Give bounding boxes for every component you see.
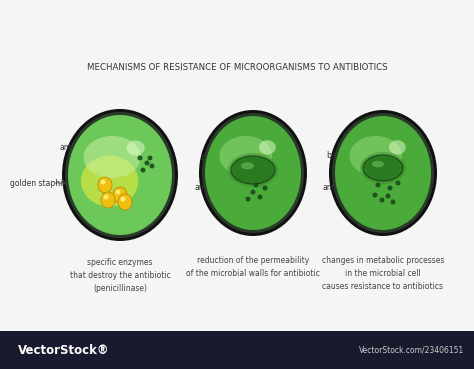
Ellipse shape [120, 197, 126, 201]
Ellipse shape [68, 115, 172, 235]
Ellipse shape [349, 136, 402, 176]
Ellipse shape [205, 116, 301, 230]
Text: VectorStock.com/23406151: VectorStock.com/23406151 [359, 345, 464, 355]
Ellipse shape [145, 161, 149, 166]
Text: reduction of the permeability
of the microbial walls for antibiotic: reduction of the permeability of the mic… [186, 256, 320, 278]
Ellipse shape [250, 190, 255, 194]
Ellipse shape [118, 194, 132, 210]
Text: MECHANISMS OF RESISTANCE OF MICROORGANISMS TO ANTIBIOTICS: MECHANISMS OF RESISTANCE OF MICROORGANIS… [87, 63, 387, 72]
Ellipse shape [137, 155, 143, 161]
Ellipse shape [241, 162, 254, 169]
Text: antibiotic: antibiotic [195, 183, 235, 193]
Ellipse shape [202, 113, 304, 233]
Ellipse shape [380, 197, 384, 203]
Text: antibiotic: antibiotic [60, 144, 96, 152]
Text: golden staphilococcus: golden staphilococcus [10, 179, 95, 187]
Ellipse shape [385, 193, 391, 199]
Ellipse shape [140, 168, 146, 172]
Ellipse shape [149, 163, 155, 169]
Ellipse shape [199, 110, 307, 236]
Ellipse shape [83, 136, 141, 178]
Ellipse shape [62, 109, 178, 241]
Ellipse shape [372, 161, 384, 168]
Ellipse shape [81, 155, 138, 207]
Ellipse shape [100, 179, 106, 184]
Ellipse shape [254, 183, 258, 187]
Ellipse shape [257, 194, 263, 200]
Text: VectorStock®: VectorStock® [18, 344, 109, 356]
Ellipse shape [98, 177, 112, 193]
Ellipse shape [259, 140, 276, 155]
Ellipse shape [335, 116, 431, 230]
Ellipse shape [231, 156, 275, 184]
Ellipse shape [332, 113, 434, 233]
Ellipse shape [363, 155, 403, 181]
Ellipse shape [101, 192, 115, 208]
Ellipse shape [375, 183, 381, 187]
Ellipse shape [373, 193, 377, 197]
Bar [0, 331, 474, 369]
Ellipse shape [127, 141, 145, 155]
Text: bacterium: bacterium [326, 151, 370, 159]
Ellipse shape [395, 180, 401, 186]
Ellipse shape [147, 155, 153, 161]
Ellipse shape [391, 200, 395, 204]
Ellipse shape [388, 186, 392, 190]
Text: antibiotic: antibiotic [323, 183, 365, 193]
Ellipse shape [329, 110, 437, 236]
Ellipse shape [113, 187, 127, 203]
Ellipse shape [219, 136, 272, 176]
Ellipse shape [389, 140, 406, 155]
Text: changes in metabolic processes
in the microbial cell
causes resistance to antibi: changes in metabolic processes in the mi… [322, 256, 444, 292]
Text: specific enzymes
that destroy the antibiotic
(penicillinase): specific enzymes that destroy the antibi… [70, 258, 170, 293]
Ellipse shape [263, 186, 267, 190]
Ellipse shape [116, 190, 120, 194]
Text: bacterium: bacterium [200, 152, 239, 162]
Ellipse shape [103, 194, 109, 200]
Ellipse shape [65, 112, 175, 238]
Ellipse shape [360, 152, 406, 184]
Ellipse shape [246, 197, 250, 201]
Ellipse shape [228, 153, 278, 187]
